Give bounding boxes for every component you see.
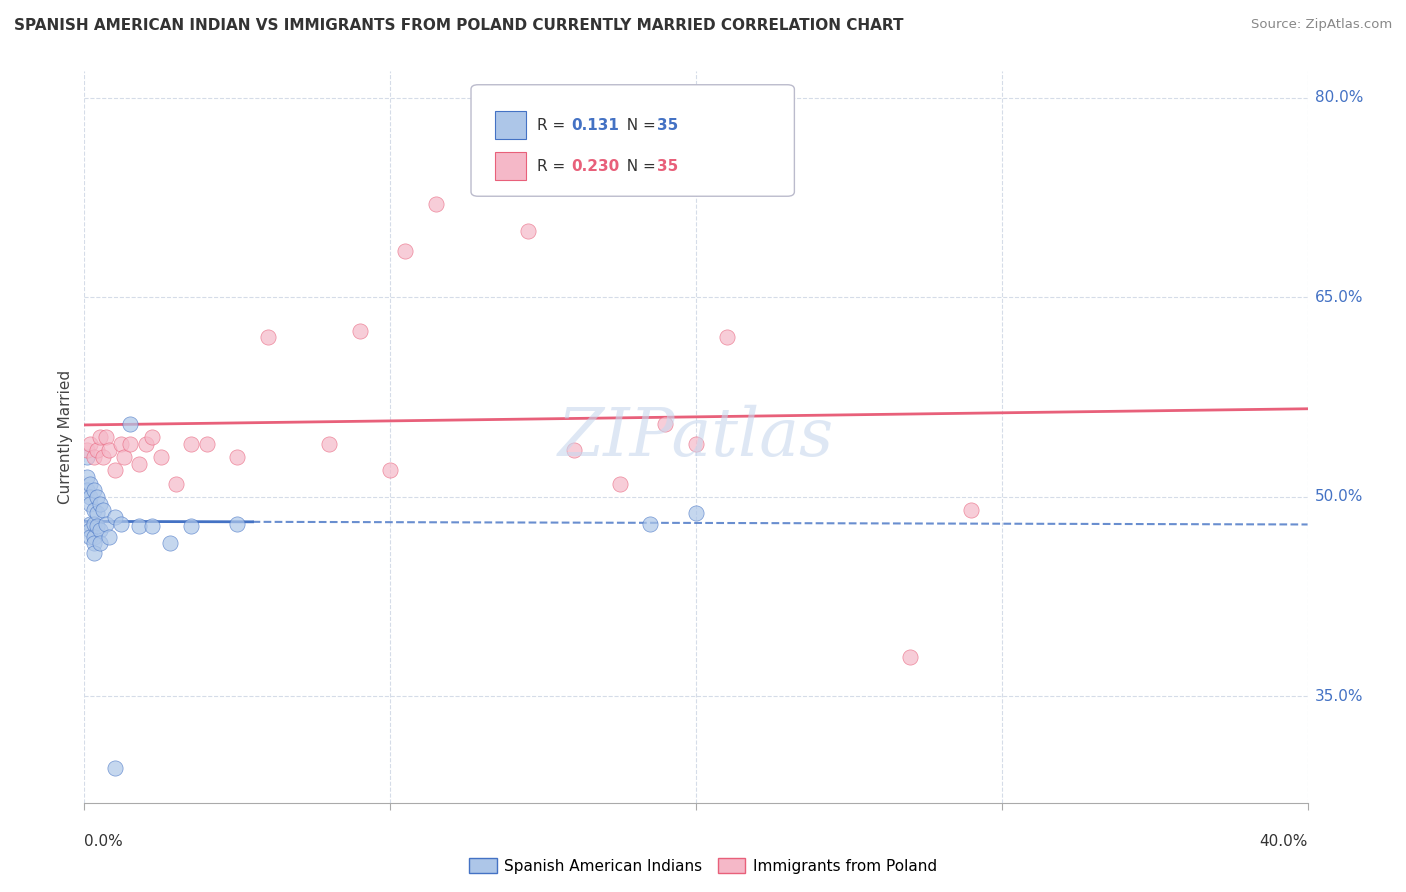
Point: [685, 506, 707, 520]
Point: [110, 436, 132, 450]
Point: [226, 516, 249, 531]
Point: [86, 506, 108, 520]
Point: [83, 530, 105, 544]
Point: [609, 476, 631, 491]
Point: [180, 519, 202, 533]
Point: [89, 523, 111, 537]
Text: SPANISH AMERICAN INDIAN VS IMMIGRANTS FROM POLAND CURRENTLY MARRIED CORRELATION : SPANISH AMERICAN INDIAN VS IMMIGRANTS FR…: [14, 18, 904, 33]
Point: [91, 450, 114, 464]
Point: [83, 516, 105, 531]
Point: [97, 530, 120, 544]
Text: 65.0%: 65.0%: [1315, 290, 1362, 305]
Point: [76, 470, 98, 484]
Point: [960, 503, 983, 517]
Point: [83, 483, 105, 498]
Point: [898, 649, 921, 664]
Point: [86, 519, 108, 533]
Point: [120, 417, 142, 431]
Point: [83, 503, 105, 517]
Point: [257, 330, 280, 344]
Point: [149, 450, 172, 464]
Text: 40.0%: 40.0%: [1260, 834, 1308, 849]
Y-axis label: Currently Married: Currently Married: [58, 370, 73, 504]
Point: [349, 324, 371, 338]
Point: [89, 430, 111, 444]
Point: [716, 330, 738, 344]
Text: N =: N =: [617, 118, 661, 133]
Point: [226, 450, 249, 464]
Text: 80.0%: 80.0%: [1315, 90, 1362, 105]
Point: [76, 483, 98, 498]
Point: [112, 450, 135, 464]
Point: [76, 443, 98, 458]
Point: [516, 224, 538, 238]
Point: [79, 490, 101, 504]
Text: N =: N =: [617, 159, 661, 174]
Text: 0.131: 0.131: [571, 118, 619, 133]
Point: [562, 443, 585, 458]
Text: 50.0%: 50.0%: [1315, 490, 1362, 504]
Text: 0.0%: 0.0%: [84, 834, 124, 849]
Point: [135, 436, 157, 450]
Point: [79, 436, 101, 450]
Point: [165, 476, 187, 491]
Point: [94, 516, 117, 531]
Point: [97, 443, 120, 458]
Point: [104, 761, 127, 775]
Point: [76, 450, 98, 464]
Text: 35: 35: [657, 159, 678, 174]
Point: [180, 436, 202, 450]
Point: [685, 436, 707, 450]
Point: [195, 436, 218, 450]
Text: 0.230: 0.230: [571, 159, 619, 174]
Point: [104, 463, 127, 477]
Text: ZIPatlas: ZIPatlas: [558, 404, 834, 470]
Point: [79, 476, 101, 491]
Point: [86, 443, 108, 458]
Point: [89, 536, 111, 550]
Point: [110, 516, 132, 531]
Point: [654, 417, 676, 431]
Point: [159, 536, 181, 550]
Point: [94, 430, 117, 444]
Point: [638, 516, 661, 531]
Text: R =: R =: [537, 159, 571, 174]
Text: Source: ZipAtlas.com: Source: ZipAtlas.com: [1251, 18, 1392, 31]
Point: [79, 516, 101, 531]
Point: [394, 244, 416, 258]
Point: [79, 497, 101, 511]
Point: [89, 497, 111, 511]
Point: [318, 436, 340, 450]
Point: [120, 436, 142, 450]
Point: [141, 430, 163, 444]
Point: [83, 546, 105, 560]
Text: R =: R =: [537, 118, 571, 133]
Point: [425, 197, 447, 211]
Point: [104, 509, 127, 524]
Point: [380, 463, 402, 477]
Point: [128, 457, 150, 471]
Point: [91, 503, 114, 517]
Text: 35.0%: 35.0%: [1315, 689, 1362, 704]
Legend: Spanish American Indians, Immigrants from Poland: Spanish American Indians, Immigrants fro…: [463, 852, 943, 880]
Point: [79, 530, 101, 544]
Point: [86, 490, 108, 504]
Point: [79, 523, 101, 537]
Point: [141, 519, 163, 533]
Point: [471, 157, 494, 171]
Point: [83, 536, 105, 550]
Point: [83, 450, 105, 464]
Text: 35: 35: [657, 118, 678, 133]
Point: [128, 519, 150, 533]
